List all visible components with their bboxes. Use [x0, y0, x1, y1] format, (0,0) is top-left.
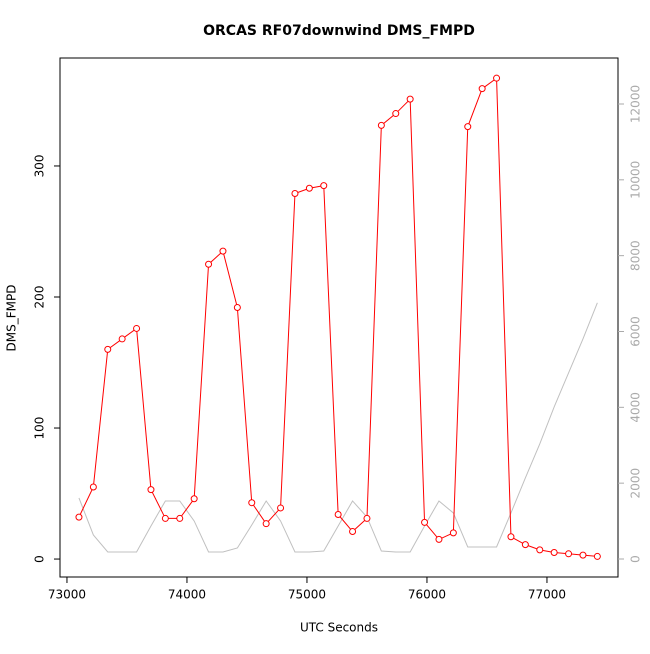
- series-line: [78, 77, 598, 557]
- y2-tick-label: 0: [629, 555, 643, 563]
- data-point: [233, 303, 241, 311]
- data-point: [104, 345, 112, 353]
- data-point: [190, 495, 198, 503]
- x-tick-label: 73000: [48, 588, 86, 602]
- y2-tick-label: 10000: [629, 161, 643, 199]
- x-tick-label: 75000: [288, 588, 326, 602]
- data-point: [478, 85, 486, 93]
- y2-tick-label: 8000: [629, 240, 643, 271]
- data-point: [507, 533, 515, 541]
- data-point: [219, 247, 227, 255]
- data-point: [133, 324, 141, 332]
- y-tick-label: 300: [33, 155, 47, 178]
- chart-title: ORCAS RF07downwind DMS_FMPD: [203, 23, 475, 39]
- data-point: [320, 182, 328, 190]
- data-point: [349, 528, 357, 536]
- x-tick-label: 74000: [168, 588, 206, 602]
- x-tick-label: 76000: [408, 588, 446, 602]
- data-point: [449, 529, 457, 537]
- data-point: [377, 121, 385, 129]
- data-point: [334, 510, 342, 518]
- x-tick-label: 77000: [528, 588, 566, 602]
- data-point: [89, 483, 97, 491]
- data-point: [147, 486, 155, 494]
- x-axis-label: UTC Seconds: [300, 621, 378, 635]
- data-point: [536, 546, 544, 554]
- data-point: [464, 123, 472, 131]
- y2-tick-label: 4000: [629, 392, 643, 423]
- y-tick-label: 200: [33, 286, 47, 309]
- data-point: [435, 535, 443, 543]
- data-point: [161, 514, 169, 522]
- data-point: [118, 335, 126, 343]
- y2-tick-label: 2000: [629, 468, 643, 499]
- y-tick-label: 0: [33, 555, 47, 563]
- data-point: [392, 110, 400, 118]
- data-point: [593, 552, 601, 560]
- y2-tick-label: 6000: [629, 316, 643, 347]
- y-axis-label: DMS_FMPD: [5, 285, 19, 352]
- data-point: [305, 184, 313, 192]
- data-point: [277, 504, 285, 512]
- y2-tick-label: 12000: [629, 85, 643, 123]
- data-point: [493, 74, 501, 82]
- data-point: [550, 548, 558, 556]
- data-point: [406, 95, 414, 103]
- y-tick-label: 100: [33, 417, 47, 440]
- data-point: [421, 518, 429, 526]
- series-line: [78, 302, 598, 553]
- data-point: [565, 550, 573, 558]
- data-point: [75, 513, 83, 521]
- data-point: [363, 514, 371, 522]
- plot-frame: [59, 57, 619, 578]
- data-point: [579, 551, 587, 559]
- data-point: [291, 189, 299, 197]
- data-point: [205, 260, 213, 268]
- data-point: [248, 499, 256, 507]
- data-point: [521, 541, 529, 549]
- data-point: [262, 520, 270, 528]
- data-point: [176, 514, 184, 522]
